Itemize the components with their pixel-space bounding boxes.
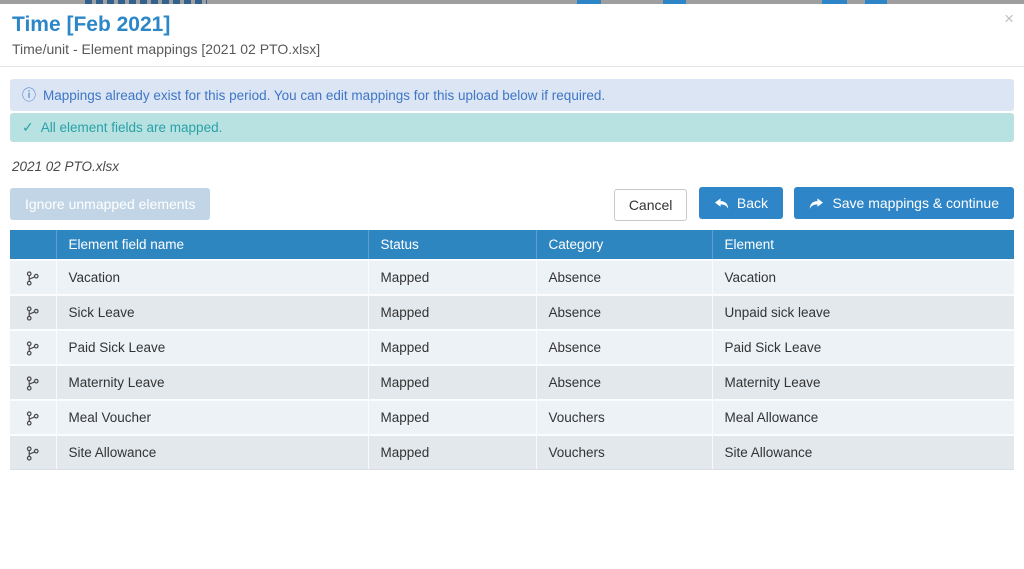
- column-header-icon: [10, 229, 56, 260]
- cell-status: Mapped: [367, 293, 536, 330]
- modal-body: ⓘ Mappings already exist for this period…: [0, 67, 1024, 470]
- page-title: Time [Feb 2021]: [12, 13, 171, 36]
- branch-icon: [25, 375, 40, 391]
- element-mappings-table: Element field name Status Category Eleme…: [10, 229, 1014, 470]
- cell-category: Absence: [535, 328, 712, 365]
- background-button-fragment: [822, 0, 847, 4]
- cell-field-name: Maternity Leave: [55, 363, 368, 400]
- background-button-fragment: [865, 0, 887, 4]
- branch-icon: [25, 340, 40, 356]
- table-row[interactable]: Site Allowance Mapped Vouchers Site Allo…: [10, 433, 1014, 470]
- cell-category: Vouchers: [535, 398, 712, 435]
- cell-status: Mapped: [367, 363, 536, 400]
- table-body: Vacation Mapped Absence Vacation Sick Le…: [10, 258, 1014, 470]
- cell-category: Absence: [535, 258, 712, 295]
- obscured-background-text: [85, 0, 207, 4]
- element-mappings-modal: Time [Feb 2021] Time/unit - Element mapp…: [0, 4, 1024, 569]
- cell-category: Vouchers: [535, 433, 712, 470]
- success-banner-text: All element fields are mapped.: [40, 120, 223, 136]
- uploaded-filename: 2021 02 PTO.xlsx: [12, 159, 120, 175]
- cell-category: Absence: [535, 363, 712, 400]
- cell-element: Site Allowance: [711, 433, 1014, 470]
- branch-icon: [25, 410, 40, 426]
- cell-status: Mapped: [367, 398, 536, 435]
- cell-field-name: Sick Leave: [55, 293, 368, 330]
- cell-element: Meal Allowance: [711, 398, 1014, 435]
- back-button-label: Back: [736, 195, 768, 212]
- table-row[interactable]: Vacation Mapped Absence Vacation: [10, 258, 1014, 295]
- branch-icon: [25, 305, 40, 321]
- cell-field-name: Vacation: [55, 258, 368, 295]
- background-button-fragment: [577, 0, 601, 4]
- info-banner-text: Mappings already exist for this period. …: [43, 87, 606, 103]
- info-circle-icon: ⓘ: [22, 87, 36, 104]
- check-icon: ✓: [22, 119, 34, 136]
- branch-icon: [25, 270, 40, 286]
- actions-toolbar: Ignore unmapped elements Cancel Back: [10, 187, 1014, 221]
- cell-element: Maternity Leave: [711, 363, 1014, 400]
- ignore-unmapped-button: Ignore unmapped elements: [10, 187, 211, 220]
- cell-status: Mapped: [367, 328, 536, 365]
- column-header-field: Element field name: [55, 229, 368, 260]
- background-button-fragment: [663, 0, 686, 4]
- column-header-element: Element: [711, 229, 1014, 260]
- cell-status: Mapped: [367, 258, 536, 295]
- cell-element: Unpaid sick leave: [711, 293, 1014, 330]
- column-header-status: Status: [367, 229, 536, 260]
- cell-field-name: Paid Sick Leave: [55, 328, 368, 365]
- success-banner: ✓ All element fields are mapped.: [10, 113, 1014, 143]
- table-row[interactable]: Sick Leave Mapped Absence Unpaid sick le…: [10, 293, 1014, 330]
- back-button[interactable]: Back: [698, 187, 783, 220]
- cell-category: Absence: [535, 293, 712, 330]
- table-header-row: Element field name Status Category Eleme…: [10, 229, 1014, 260]
- table-row[interactable]: Paid Sick Leave Mapped Absence Paid Sick…: [10, 328, 1014, 365]
- close-icon[interactable]: ×: [1004, 9, 1014, 28]
- save-mappings-button[interactable]: Save mappings & continue: [794, 187, 1014, 220]
- cell-field-name: Site Allowance: [55, 433, 368, 470]
- table-row[interactable]: Meal Voucher Mapped Vouchers Meal Allowa…: [10, 398, 1014, 435]
- cell-element: Vacation: [711, 258, 1014, 295]
- column-header-category: Category: [535, 229, 712, 260]
- save-mappings-button-label: Save mappings & continue: [832, 195, 999, 212]
- modal-header: Time [Feb 2021] Time/unit - Element mapp…: [0, 4, 1024, 68]
- cell-element: Paid Sick Leave: [711, 328, 1014, 365]
- cell-field-name: Meal Voucher: [55, 398, 368, 435]
- forward-arrow-icon: [809, 197, 824, 210]
- actions-right: Cancel Back Save mappings &: [613, 187, 1014, 221]
- page-subtitle: Time/unit - Element mappings [2021 02 PT…: [12, 41, 321, 58]
- back-arrow-icon: [714, 197, 729, 210]
- branch-icon: [25, 445, 40, 461]
- table-row[interactable]: Maternity Leave Mapped Absence Maternity…: [10, 363, 1014, 400]
- cancel-button[interactable]: Cancel: [613, 188, 688, 221]
- background-page-strip: [0, 0, 1024, 4]
- cell-status: Mapped: [367, 433, 536, 470]
- info-banner: ⓘ Mappings already exist for this period…: [10, 79, 1014, 112]
- actions-left: Ignore unmapped elements: [10, 187, 211, 220]
